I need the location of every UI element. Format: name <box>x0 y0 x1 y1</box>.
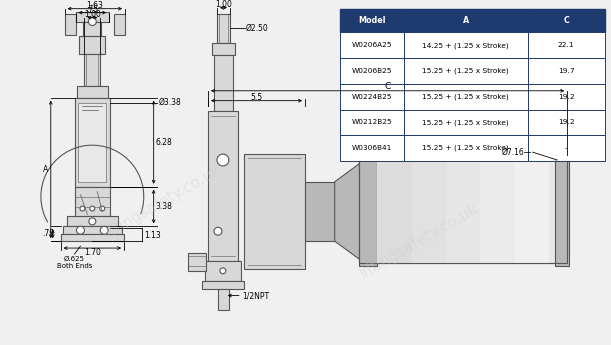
Bar <box>527 84 605 110</box>
Bar <box>76 86 108 98</box>
Bar <box>340 84 404 110</box>
Circle shape <box>76 226 84 234</box>
Bar <box>480 160 515 263</box>
Bar <box>527 58 605 84</box>
Bar <box>75 187 110 216</box>
Text: 1.00: 1.00 <box>215 0 232 9</box>
Bar <box>527 135 605 161</box>
Text: liftingsafety.co.uk: liftingsafety.co.uk <box>357 201 481 281</box>
Text: 19.7: 19.7 <box>558 68 574 74</box>
Text: 5.5: 5.5 <box>251 93 263 102</box>
Bar <box>188 253 206 271</box>
Circle shape <box>100 206 104 211</box>
Text: W0212B25: W0212B25 <box>351 119 392 126</box>
Bar <box>340 135 404 161</box>
Bar <box>527 110 605 135</box>
Circle shape <box>90 206 95 211</box>
Bar <box>78 103 106 182</box>
Bar <box>359 157 377 266</box>
Circle shape <box>220 268 226 274</box>
Bar <box>202 281 244 289</box>
Bar <box>76 12 109 21</box>
Text: 19.2: 19.2 <box>558 94 574 100</box>
Bar <box>60 234 124 241</box>
Text: Ø7.16—: Ø7.16— <box>502 148 533 157</box>
Circle shape <box>100 226 108 234</box>
Bar <box>75 98 110 187</box>
Bar <box>527 9 605 32</box>
Text: 1/2NPT: 1/2NPT <box>243 291 270 300</box>
Bar <box>65 13 76 36</box>
Bar <box>404 9 527 32</box>
Bar <box>63 226 122 234</box>
Bar <box>404 58 527 84</box>
Text: Model: Model <box>358 16 386 25</box>
Bar <box>412 160 446 263</box>
Bar <box>404 32 527 58</box>
Text: W0306B41: W0306B41 <box>351 145 392 151</box>
Text: 15.25 + (1.25 x Stroke): 15.25 + (1.25 x Stroke) <box>422 119 509 126</box>
Text: 3.38: 3.38 <box>155 202 172 211</box>
Text: C: C <box>563 16 569 25</box>
Text: C: C <box>384 82 390 91</box>
Bar <box>359 160 567 263</box>
Bar <box>218 289 229 310</box>
Bar <box>340 9 404 32</box>
Bar <box>527 32 605 58</box>
Circle shape <box>214 227 222 235</box>
Bar <box>404 110 527 135</box>
Text: liftingsafety.co.uk: liftingsafety.co.uk <box>100 161 224 242</box>
Circle shape <box>80 206 85 211</box>
Text: Ø2.50: Ø2.50 <box>246 24 268 33</box>
Bar <box>340 58 404 84</box>
Bar <box>394 128 448 160</box>
Bar <box>359 160 567 263</box>
Bar <box>79 36 105 54</box>
Bar <box>214 55 233 110</box>
Bar <box>84 54 100 86</box>
Text: Ø3.38: Ø3.38 <box>159 98 181 107</box>
Text: W0206B25: W0206B25 <box>351 68 392 74</box>
Text: .79: .79 <box>42 229 54 238</box>
Text: 19.2: 19.2 <box>558 119 574 126</box>
Bar <box>404 84 527 110</box>
Bar <box>305 182 335 241</box>
Text: A: A <box>463 16 469 25</box>
Bar <box>340 110 404 135</box>
Text: 15.25 + (1.25 x Stroke): 15.25 + (1.25 x Stroke) <box>422 145 509 151</box>
Text: 1.70: 1.70 <box>84 247 101 257</box>
Text: 22.1: 22.1 <box>558 42 574 48</box>
Text: 1.00: 1.00 <box>84 10 101 19</box>
Bar <box>84 21 101 36</box>
Bar <box>208 110 238 261</box>
Bar <box>377 160 412 263</box>
Text: 14.25 + (1.25 x Stroke): 14.25 + (1.25 x Stroke) <box>422 42 509 49</box>
Bar <box>446 160 480 263</box>
Text: Ø.625
Both Ends: Ø.625 Both Ends <box>57 256 92 269</box>
Bar <box>515 160 549 263</box>
Text: W0224B25: W0224B25 <box>351 94 392 100</box>
Bar <box>114 13 125 36</box>
Bar <box>244 154 305 269</box>
Circle shape <box>217 154 229 166</box>
Text: A: A <box>43 165 48 174</box>
Text: -: - <box>565 145 568 151</box>
Polygon shape <box>335 160 364 263</box>
Circle shape <box>89 18 97 26</box>
Text: 1.63: 1.63 <box>86 1 103 10</box>
Circle shape <box>89 218 96 225</box>
Text: 15.25 + (1.25 x Stroke): 15.25 + (1.25 x Stroke) <box>422 68 509 74</box>
Text: 1.13: 1.13 <box>144 231 161 240</box>
Text: 6.28: 6.28 <box>155 138 172 147</box>
Bar <box>555 157 569 266</box>
Bar <box>212 43 235 55</box>
Bar <box>217 13 230 43</box>
Bar <box>340 32 404 58</box>
Bar <box>205 261 241 281</box>
Text: W0206A25: W0206A25 <box>351 42 392 48</box>
Bar <box>67 216 118 226</box>
Text: 15.25 + (1.25 x Stroke): 15.25 + (1.25 x Stroke) <box>422 93 509 100</box>
Text: .75: .75 <box>86 5 98 14</box>
Bar <box>404 135 527 161</box>
